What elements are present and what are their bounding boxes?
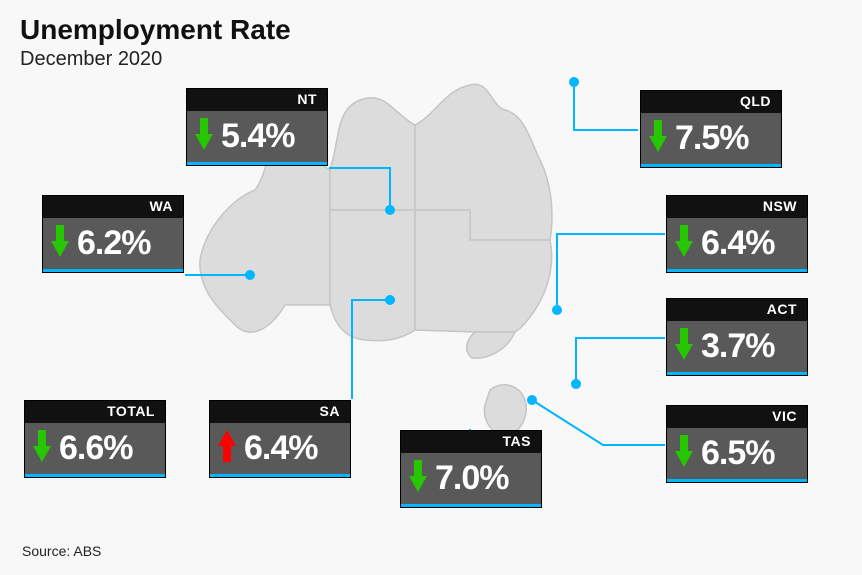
card-value-qld: 7.5% xyxy=(675,119,749,158)
trend-arrow-tas-icon xyxy=(407,458,435,499)
card-body-wa: 6.2% xyxy=(43,218,183,272)
trend-arrow-sa-icon xyxy=(216,428,244,469)
card-body-nt: 5.4% xyxy=(187,111,327,165)
card-body-act: 3.7% xyxy=(667,321,807,375)
card-vic: VIC 6.5% xyxy=(666,405,808,483)
card-tas: TAS 7.0% xyxy=(400,430,542,508)
card-value-nsw: 6.4% xyxy=(701,224,775,263)
card-nsw: NSW 6.4% xyxy=(666,195,808,273)
card-label-wa: WA xyxy=(43,196,183,218)
trend-arrow-nsw-icon xyxy=(673,223,701,264)
card-value-nt: 5.4% xyxy=(221,117,295,156)
trend-arrow-wa-icon xyxy=(49,223,77,264)
card-label-vic: VIC xyxy=(667,406,807,428)
trend-arrow-vic-icon xyxy=(673,433,701,474)
card-value-total: 6.6% xyxy=(59,429,133,468)
trend-arrow-nt-icon xyxy=(193,116,221,157)
card-label-nsw: NSW xyxy=(667,196,807,218)
card-label-total: TOTAL xyxy=(25,401,165,423)
card-total: TOTAL 6.6% xyxy=(24,400,166,478)
card-label-tas: TAS xyxy=(401,431,541,453)
card-body-tas: 7.0% xyxy=(401,453,541,507)
card-wa: WA 6.2% xyxy=(42,195,184,273)
page-subtitle: December 2020 xyxy=(20,48,162,71)
card-value-sa: 6.4% xyxy=(244,429,318,468)
trend-arrow-total-icon xyxy=(31,428,59,469)
card-label-sa: SA xyxy=(210,401,350,423)
card-body-nsw: 6.4% xyxy=(667,218,807,272)
trend-arrow-qld-icon xyxy=(647,118,675,159)
card-value-vic: 6.5% xyxy=(701,434,775,473)
card-body-total: 6.6% xyxy=(25,423,165,477)
source-text: Source: ABS xyxy=(22,543,101,559)
card-body-qld: 7.5% xyxy=(641,113,781,167)
page-title: Unemployment Rate xyxy=(20,14,291,46)
card-value-tas: 7.0% xyxy=(435,459,509,498)
card-value-wa: 6.2% xyxy=(77,224,151,263)
card-sa: SA 6.4% xyxy=(209,400,351,478)
card-body-vic: 6.5% xyxy=(667,428,807,482)
card-label-act: ACT xyxy=(667,299,807,321)
card-label-nt: NT xyxy=(187,89,327,111)
card-value-act: 3.7% xyxy=(701,327,775,366)
card-body-sa: 6.4% xyxy=(210,423,350,477)
card-label-qld: QLD xyxy=(641,91,781,113)
trend-arrow-act-icon xyxy=(673,326,701,367)
card-qld: QLD 7.5% xyxy=(640,90,782,168)
card-act: ACT 3.7% xyxy=(666,298,808,376)
card-nt: NT 5.4% xyxy=(186,88,328,166)
